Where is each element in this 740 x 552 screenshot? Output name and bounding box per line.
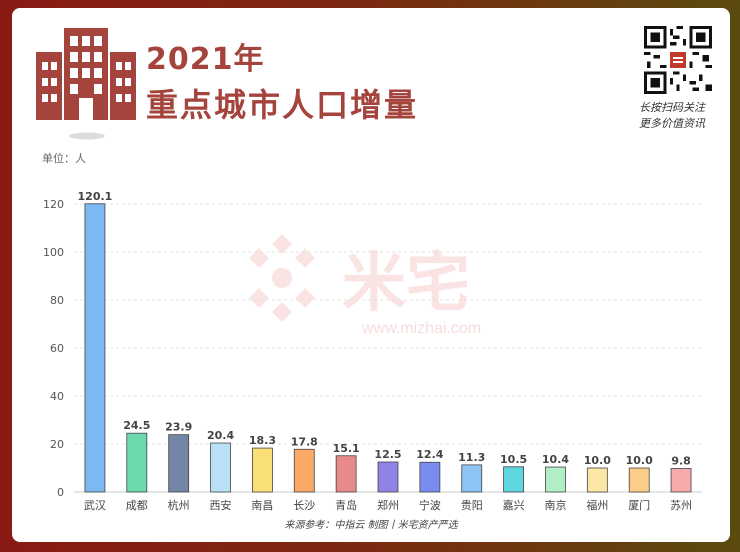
- bar-value-label: 120.1: [78, 190, 113, 203]
- bar-杭州: [168, 434, 190, 493]
- y-tick-label: 40: [50, 390, 64, 403]
- bar-成都: [126, 432, 148, 493]
- y-tick-label: 80: [50, 294, 64, 307]
- building-icon: [36, 28, 136, 140]
- y-tick-label: 0: [57, 486, 64, 499]
- qr-caption: 长按扫码关注 更多价值资讯: [622, 100, 722, 132]
- bar-value-label: 18.3: [249, 434, 276, 447]
- watermark-logo: 米宅: [249, 234, 470, 322]
- bar-value-label: 12.4: [416, 448, 443, 461]
- bar-苏州: [670, 468, 692, 493]
- x-tick-label: 青岛: [335, 498, 357, 512]
- x-tick-label: 南昌: [251, 499, 273, 512]
- x-tick-label: 西安: [210, 498, 232, 512]
- bar-value-label: 11.3: [458, 451, 485, 464]
- qr-caption-line1: 长按扫码关注: [639, 101, 705, 114]
- bar-value-label: 10.4: [542, 453, 569, 466]
- x-tick-label: 福州: [586, 498, 608, 512]
- bar-西安: [210, 442, 231, 493]
- x-tick-label: 苏州: [670, 499, 692, 512]
- bar-value-label: 10.5: [500, 453, 527, 466]
- title-year: 2021年: [146, 42, 265, 77]
- y-tick-label: 100: [43, 246, 64, 259]
- bar-郑州: [377, 461, 399, 493]
- bar-chart: 0 20 40 60 80 100 120 120.1 武汉 24.5 成都 23.9 杭州 20.4 西安…: [43, 190, 702, 512]
- x-tick-label: 贵阳: [461, 499, 483, 512]
- bar-宁波: [419, 461, 441, 493]
- x-tick-label: 长沙: [293, 499, 315, 512]
- x-tick-label: 郑州: [377, 498, 399, 512]
- page-title: 重点城市人口增量: [146, 86, 419, 124]
- qr-caption-line2: 更多价值资讯: [639, 117, 705, 130]
- bar-value-label: 17.8: [291, 435, 318, 448]
- watermark-url: www.mizhai.com: [362, 320, 482, 337]
- watermark-brand: 米宅: [342, 247, 470, 321]
- qr-code-icon[interactable]: [644, 26, 712, 94]
- bar-value-label: 9.8: [671, 454, 691, 467]
- x-tick-label: 南京: [544, 498, 566, 512]
- bar-福州: [586, 467, 608, 493]
- bar-南昌: [251, 447, 273, 493]
- x-tick-label: 杭州: [168, 498, 190, 512]
- source-footer: 来源参考：中指云 制图丨米宅资产严选: [284, 520, 458, 531]
- bar-嘉兴: [503, 466, 525, 493]
- x-tick-label: 成都: [126, 499, 148, 512]
- bar-长沙: [293, 448, 315, 493]
- bar-value-label: 10.0: [584, 454, 611, 467]
- bar-value-label: 20.4: [207, 429, 234, 442]
- y-tick-label: 120: [43, 198, 64, 211]
- bar-value-label: 10.0: [626, 454, 653, 467]
- bar-青岛: [335, 455, 357, 493]
- x-tick-label: 宁波: [419, 498, 441, 512]
- bar-厦门: [628, 467, 650, 493]
- bar-value-label: 24.5: [123, 419, 150, 432]
- x-tick-label: 嘉兴: [503, 498, 525, 512]
- bar-value-label: 15.1: [333, 442, 360, 455]
- x-tick-label: 厦门: [628, 498, 650, 512]
- bar-南京: [545, 466, 566, 493]
- bar-value-label: 12.5: [374, 448, 401, 461]
- y-tick-label: 60: [50, 342, 64, 355]
- bar-value-label: 23.9: [165, 421, 192, 434]
- bar-武汉: [84, 203, 106, 493]
- bar-贵阳: [461, 464, 483, 493]
- y-tick-label: 20: [50, 438, 64, 451]
- unit-label: 单位：人: [42, 152, 86, 165]
- x-tick-label: 武汉: [84, 499, 106, 512]
- chart-card: 2021年 重点城市人口增量 长按扫码关注 更多价值资讯 单位：人: [12, 8, 730, 542]
